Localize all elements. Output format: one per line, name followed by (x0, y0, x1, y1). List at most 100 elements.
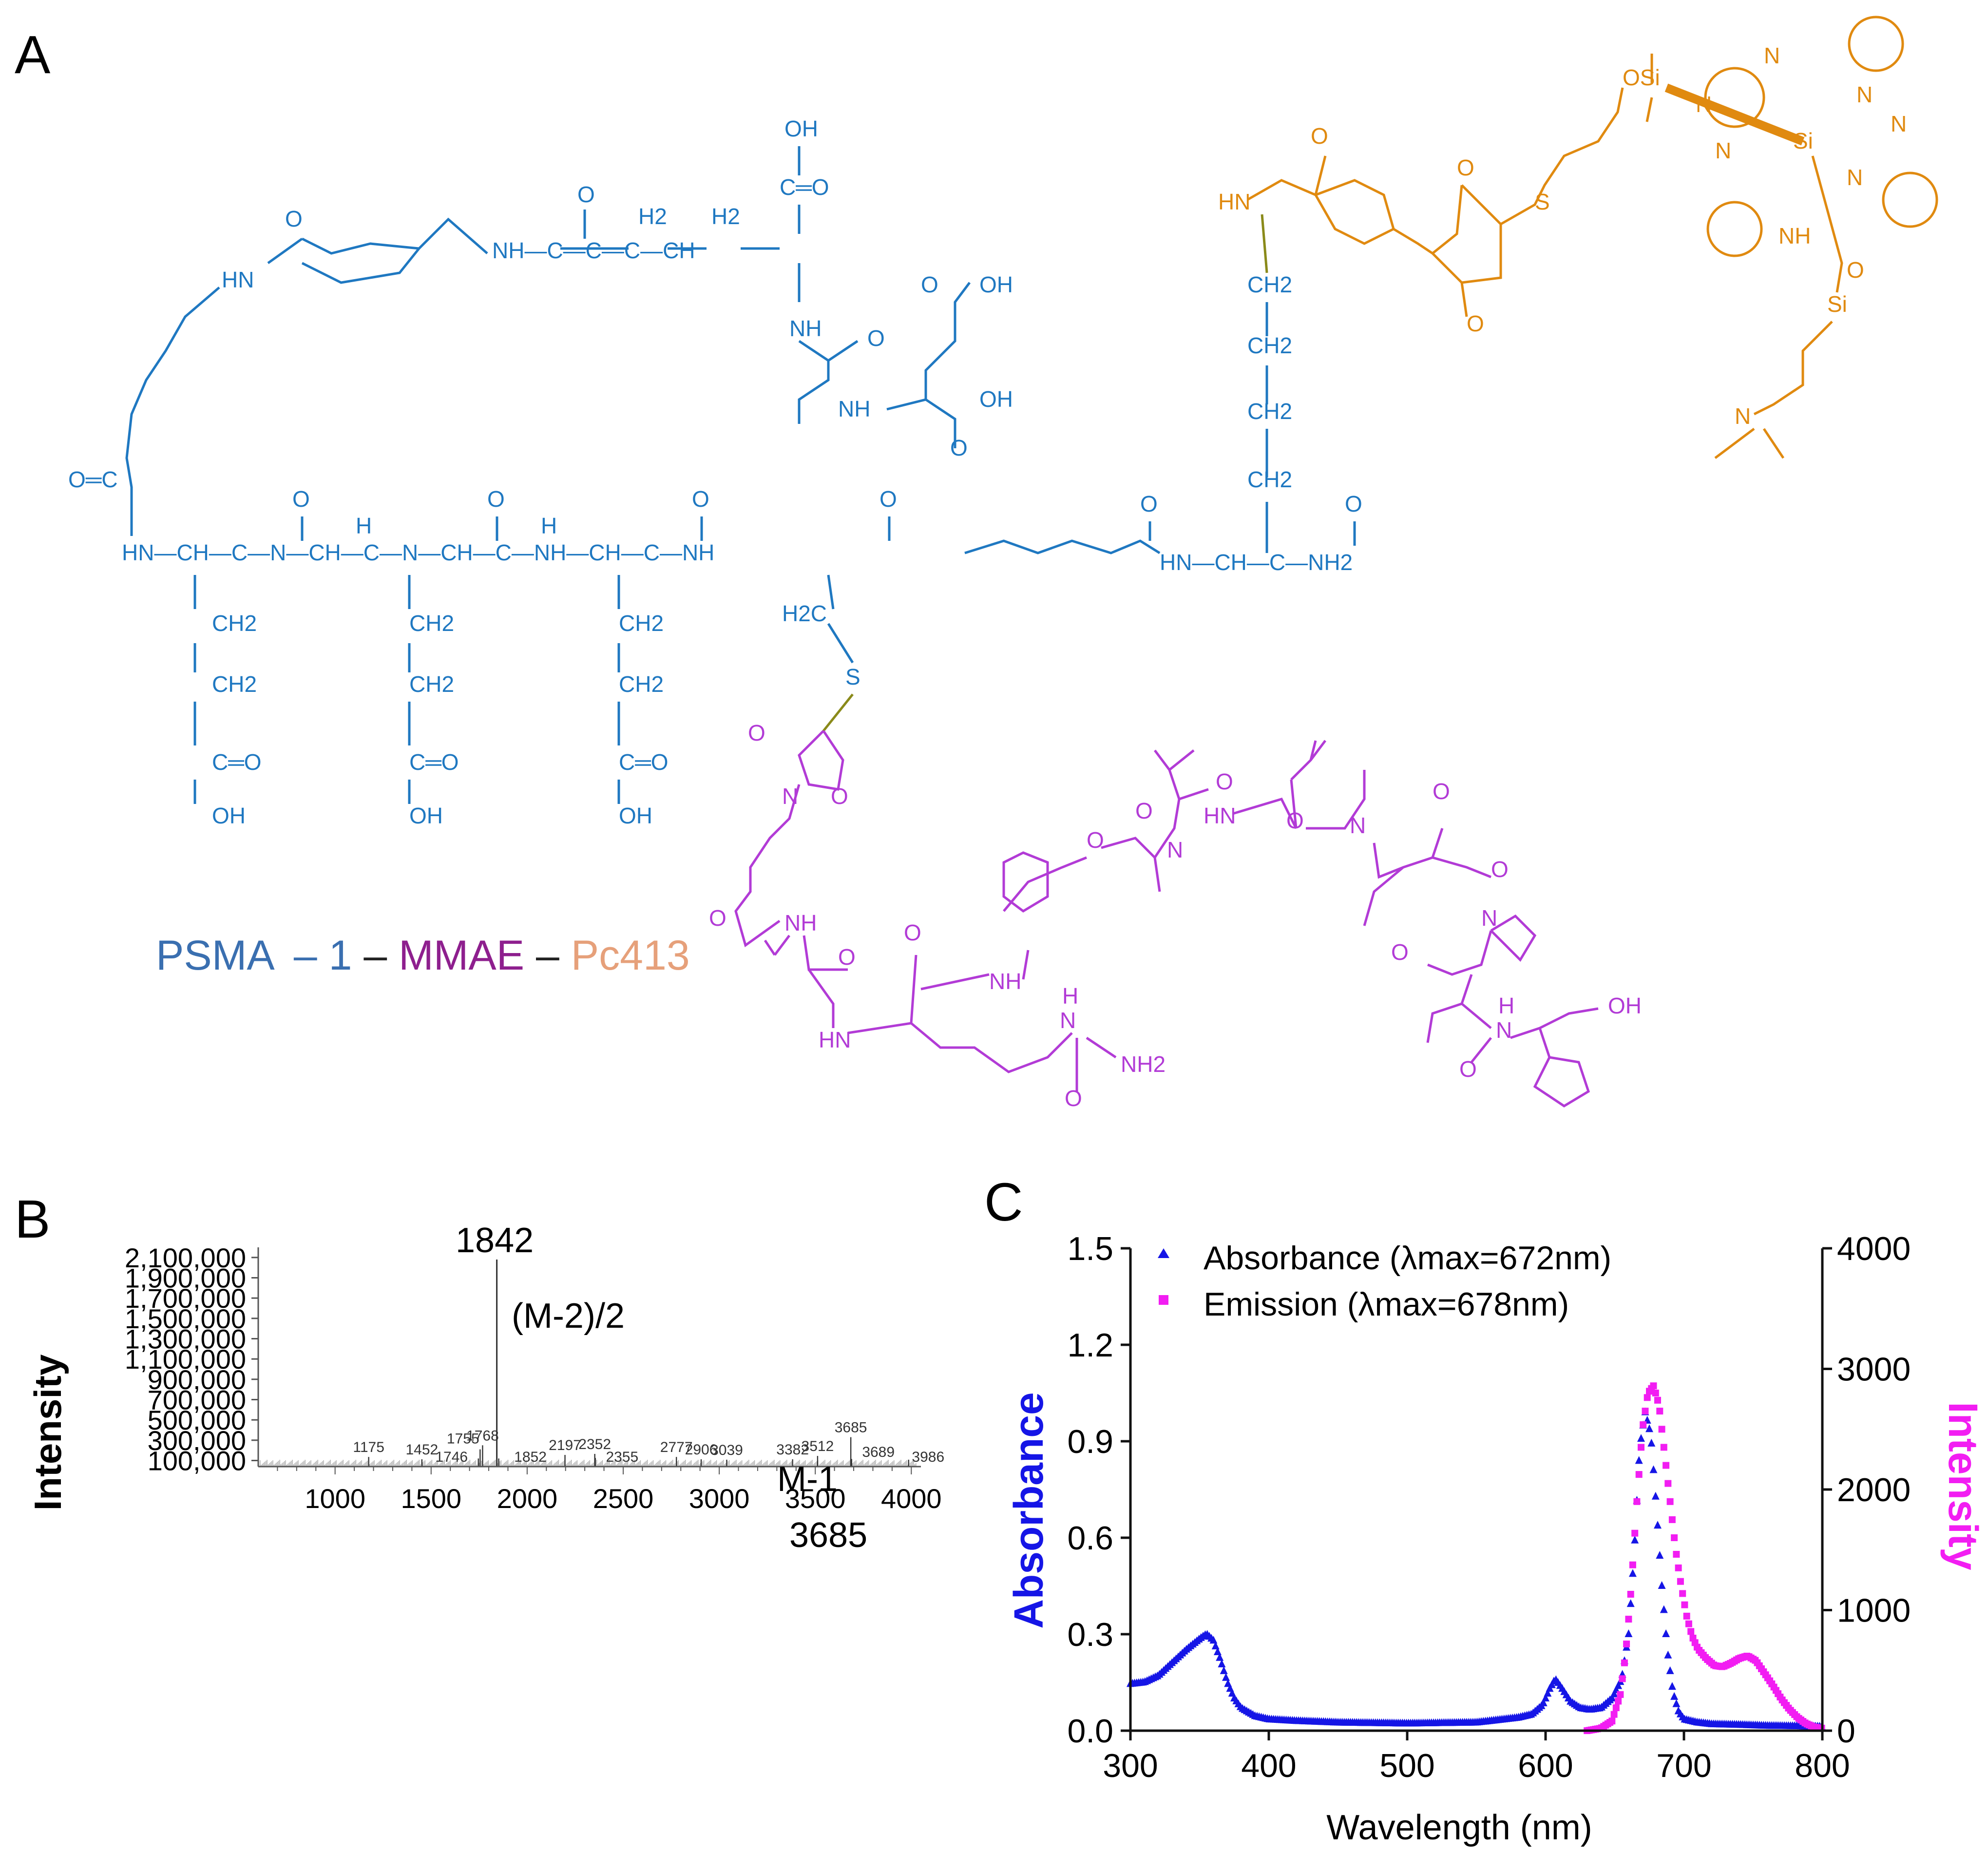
ms-y-axis-title: Intensity (26, 1355, 69, 1511)
ms-annotation-main-peak: 1842 (456, 1221, 534, 1260)
absorbance-point (1544, 1689, 1552, 1697)
mmae-oh-nor: OH (1608, 993, 1642, 1018)
mmae-nh2: NH2 (1121, 1051, 1166, 1077)
mmae-o-urea: O (1065, 1086, 1082, 1111)
mmae-h-nor: H (1498, 993, 1514, 1018)
pc413-bonds (1246, 16, 1938, 459)
spectra-x-axis-title: Wavelength (nm) (1326, 1808, 1592, 1847)
psma-o-urea2: O (950, 435, 968, 460)
psma-ch2-b2: CH2 (409, 671, 454, 697)
emission-point (1625, 1616, 1632, 1623)
absorbance-point (1651, 1491, 1660, 1500)
ms-peak-label: 1175 (353, 1439, 384, 1455)
ms-peak-label: 3986 (912, 1449, 944, 1465)
spectra-right-tick-label: 3000 (1837, 1351, 1911, 1388)
psma-c-eq-o-top: C═O (780, 174, 829, 200)
mass-spectrum-chart: 100,000300,000500,000700,000900,0001,100… (26, 1221, 944, 1555)
ms-x-tick-label: 2500 (593, 1483, 654, 1514)
ms-y-tick-label: 1,900,000 (125, 1263, 246, 1294)
caption-dash1: – (294, 932, 317, 979)
spectra-left-tick-label: 0.9 (1067, 1423, 1113, 1460)
psma-lys-o2: O (1345, 491, 1362, 516)
mmae-o-carb1: O (1087, 827, 1104, 853)
caption-mmae: MMAE (399, 932, 524, 979)
legend-absorbance-label: Absorbance (λmax=672nm) (1204, 1240, 1611, 1277)
emission-point (1631, 1529, 1639, 1537)
psma-o-eq-c: O═C (68, 467, 118, 492)
psma-chain: NH—C—C—C—CH (492, 238, 695, 263)
emission-point (1615, 1698, 1622, 1705)
ms-peak-label: 1755 (447, 1431, 479, 1447)
pc-n6: N (1847, 165, 1863, 190)
ms-peak-label: 3685 (835, 1420, 867, 1436)
psma-lys-tail: HN—CH—C—NH2 (1160, 550, 1353, 575)
psma-ch2-b1: CH2 (409, 611, 454, 636)
ms-peak-label: 2352 (578, 1436, 611, 1452)
ms-x-tick-label: 1500 (401, 1483, 461, 1514)
ms-x-tick-label: 4000 (881, 1483, 942, 1514)
absorbance-point (1211, 1642, 1220, 1650)
psma-hn-cyclo: HN (222, 267, 254, 292)
pc-nh: NH (1778, 223, 1811, 248)
legend-emission-label: Emission (λmax=678nm) (1204, 1286, 1569, 1323)
absorbance-point (1658, 1581, 1666, 1589)
emission-point (1621, 1659, 1628, 1666)
mmae-hn-val3: HN (1204, 803, 1236, 828)
ms-x-tick-label: 2000 (497, 1483, 558, 1514)
psma-oh-urea2: OH (979, 386, 1013, 412)
spectra-chart: 0.0 0.3 0.6 0.9 1.2 1.5 0 1000 2000 3000 4000 300… (1006, 1230, 1986, 1847)
absorbance-point (1216, 1653, 1224, 1661)
spectra-x-tick-label: 600 (1518, 1747, 1573, 1784)
emission-point (1660, 1444, 1667, 1451)
spectra-x-tick-label: 500 (1379, 1747, 1434, 1784)
absorbance-series (1127, 1407, 1826, 1730)
psma-backbone: HN—CH—C—N—CH—C—N—CH—C—NH—CH—C—NH (122, 540, 714, 565)
mmae-n-nor: N (1496, 1017, 1512, 1043)
emission-point (1666, 1498, 1674, 1505)
emission-point (1663, 1462, 1670, 1469)
absorbance-point (1649, 1465, 1658, 1473)
psma-ch2-c1: CH2 (619, 611, 664, 636)
pc-n-amine: N (1735, 403, 1751, 429)
ms-peak-label: 3689 (862, 1444, 895, 1460)
absorbance-point (1539, 1698, 1548, 1706)
ms-baseline-noise (260, 1460, 917, 1467)
psma-o-urea1: O (921, 272, 938, 297)
psma-lys-ch2-4: CH2 (1247, 467, 1292, 492)
mmae-o-cit: O (904, 920, 921, 945)
absorbance-point (1647, 1438, 1656, 1447)
psma-nh-urea: NH (789, 316, 822, 341)
spectra-right-ticks: 0 1000 2000 3000 4000 (1822, 1230, 1911, 1750)
absorbance-point (1631, 1535, 1639, 1544)
psma-backbone-h1: H (356, 513, 372, 538)
absorbance-point (1645, 1424, 1653, 1432)
absorbance-point (1220, 1666, 1228, 1674)
psma-bonds (125, 146, 1356, 804)
psma-o-urea: O (867, 325, 885, 351)
absorbance-point (1670, 1692, 1679, 1700)
ms-peak-label: 1768 (466, 1428, 499, 1444)
emission-point (1642, 1408, 1649, 1415)
emission-point (1640, 1421, 1647, 1428)
spectra-x-tick-label: 800 (1795, 1747, 1850, 1784)
psma-oh-b: OH (409, 803, 443, 828)
mmae-o-val: O (838, 944, 856, 970)
absorbance-point (1666, 1666, 1674, 1674)
ms-x-tick-label: 3500 (785, 1483, 846, 1514)
emission-point (1652, 1390, 1659, 1396)
emission-point (1617, 1691, 1624, 1698)
emission-point (1673, 1551, 1680, 1558)
ms-peak-label: 3512 (802, 1438, 834, 1454)
absorbance-point (1610, 1689, 1618, 1698)
absorbance-point (1209, 1636, 1218, 1644)
legend-emission-marker (1159, 1295, 1168, 1305)
emission-point (1671, 1534, 1678, 1541)
ms-y-tick-label: 2,100,000 (125, 1242, 246, 1273)
ms-peak-label: 3039 (710, 1442, 743, 1458)
mmae-nh-pab: NH (989, 969, 1021, 994)
absorbance-point (1637, 1434, 1645, 1442)
pc-n1: N (1764, 43, 1780, 68)
mmae-o-succ1: O (748, 720, 765, 745)
